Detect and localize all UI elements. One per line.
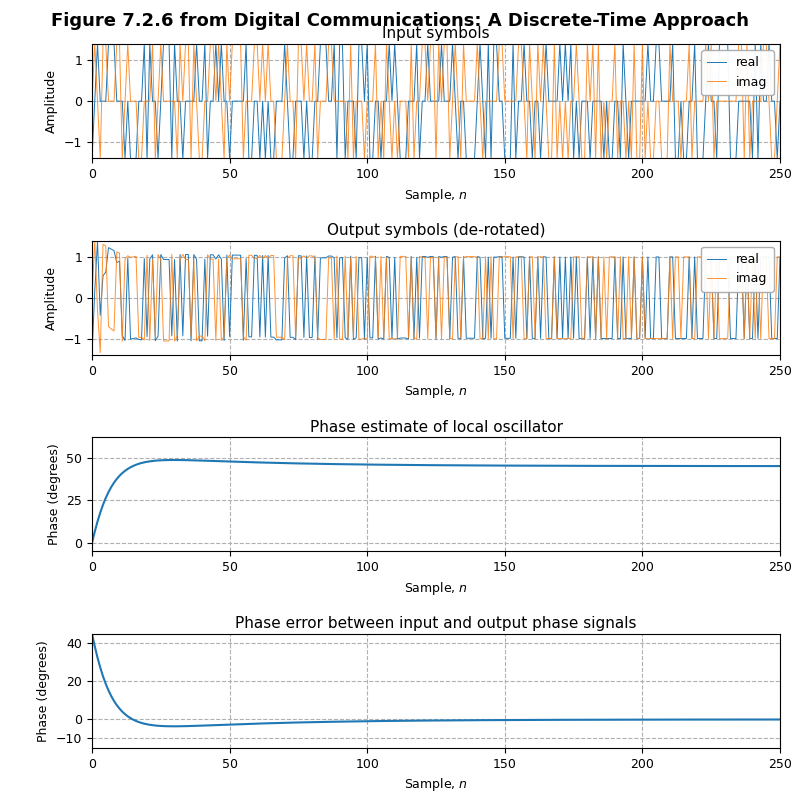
imag	[87, 293, 97, 302]
X-axis label: Sample, $n$: Sample, $n$	[404, 383, 468, 400]
real	[660, 96, 670, 106]
Y-axis label: Amplitude: Amplitude	[46, 69, 58, 133]
Title: Input symbols: Input symbols	[382, 26, 490, 42]
Legend: real, imag: real, imag	[701, 247, 774, 291]
real	[395, 154, 405, 164]
real	[789, 38, 798, 48]
imag	[662, 154, 672, 164]
X-axis label: Sample, $n$: Sample, $n$	[404, 776, 468, 794]
Legend: real, imag: real, imag	[701, 50, 774, 95]
real	[660, 334, 670, 343]
Title: Phase estimate of local oscillator: Phase estimate of local oscillator	[310, 419, 562, 434]
real	[87, 350, 97, 360]
real	[87, 154, 97, 164]
Y-axis label: Phase (degrees): Phase (degrees)	[48, 443, 61, 545]
imag	[90, 235, 99, 245]
imag	[313, 333, 322, 342]
Line: real: real	[92, 43, 794, 159]
real	[93, 237, 102, 246]
real	[310, 96, 320, 106]
Text: Figure 7.2.6 from Digital Communications: A Discrete-Time Approach: Figure 7.2.6 from Digital Communications…	[51, 12, 749, 30]
real	[349, 334, 358, 344]
real	[310, 251, 320, 261]
imag	[662, 334, 672, 343]
real	[93, 38, 102, 48]
imag	[87, 96, 97, 106]
real	[437, 253, 446, 262]
X-axis label: Sample, $n$: Sample, $n$	[404, 580, 468, 597]
Line: real: real	[92, 242, 794, 355]
real	[357, 253, 366, 262]
imag	[439, 38, 449, 48]
imag	[398, 251, 408, 261]
imag	[439, 253, 449, 262]
Line: imag: imag	[92, 43, 794, 159]
imag	[313, 154, 322, 164]
imag	[789, 334, 798, 343]
imag	[95, 154, 105, 164]
imag	[360, 333, 370, 342]
imag	[95, 348, 105, 358]
imag	[360, 154, 370, 164]
Title: Phase error between input and output phase signals: Phase error between input and output pha…	[235, 616, 637, 631]
imag	[351, 251, 361, 261]
real	[395, 334, 405, 343]
X-axis label: Sample, $n$: Sample, $n$	[404, 186, 468, 203]
real	[357, 38, 366, 48]
imag	[90, 38, 99, 48]
real	[437, 38, 446, 48]
imag	[789, 96, 798, 106]
imag	[398, 96, 408, 106]
Title: Output symbols (de-rotated): Output symbols (de-rotated)	[326, 223, 546, 238]
Line: imag: imag	[92, 240, 794, 353]
real	[349, 96, 358, 106]
real	[789, 252, 798, 262]
Y-axis label: Phase (degrees): Phase (degrees)	[38, 640, 50, 742]
imag	[351, 96, 361, 106]
Y-axis label: Amplitude: Amplitude	[46, 266, 58, 330]
